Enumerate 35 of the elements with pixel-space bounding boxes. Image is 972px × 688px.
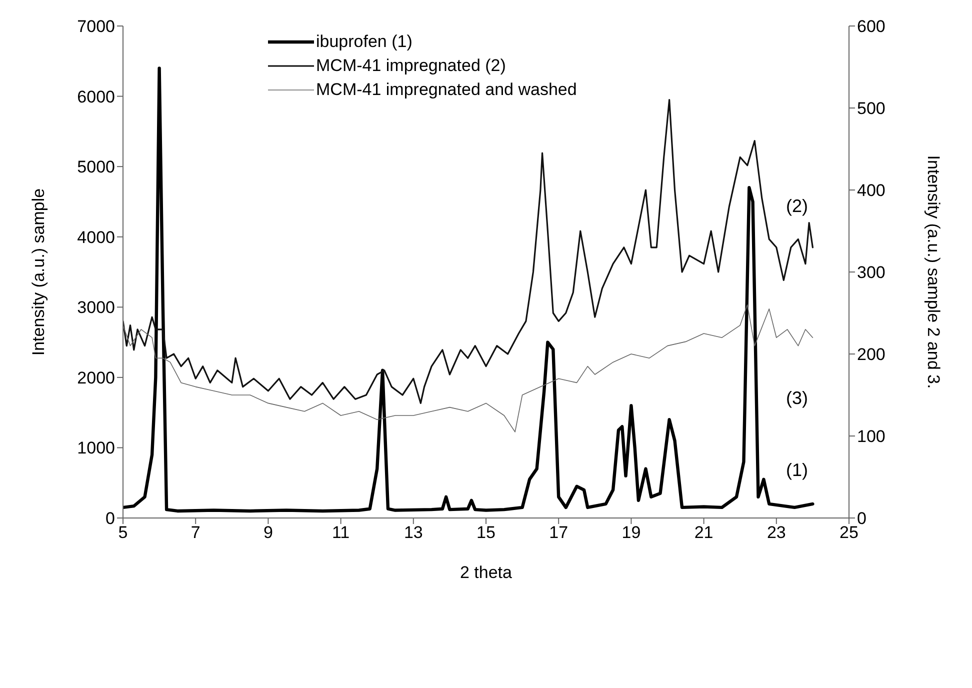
x-tick-label: 25 [840,523,858,542]
y-tick-label: 2000 [77,368,115,388]
x-tick-label: 15 [476,523,496,542]
annotation: (1) [786,460,808,481]
y-tick-label: 4000 [77,228,115,247]
x-tick-label: 9 [263,523,273,542]
x-tick-label: 19 [622,523,641,542]
y2-tick-label: 400 [857,181,886,200]
y2-tick-label: 200 [857,345,886,364]
x-tick-label: 5 [118,523,128,542]
legend-label: MCM-41 impregnated and washed [316,79,577,101]
y-tick-label: 1000 [77,438,115,458]
x-tick-label: 23 [766,523,786,542]
y2-tick-label: 600 [857,17,886,36]
x-tick-label: 21 [694,523,714,542]
y2-tick-label: 300 [857,263,886,282]
annotation: (2) [786,196,808,217]
y-tick-label: 7000 [77,17,115,36]
y-tick-label: 3000 [77,298,115,318]
x-tick-label: 13 [404,523,423,542]
y-axis-title: Intensity (a.u.) sample [29,188,48,356]
y-tick-label: 5000 [77,158,115,177]
y-tick-label: 6000 [77,87,115,106]
x-tick-label: 17 [549,523,568,542]
annotation: (3) [786,388,808,409]
y-tick-label: 0 [106,509,115,528]
y2-tick-label: 500 [857,99,886,118]
x-tick-label: 11 [332,523,350,542]
legend-label: ibuprofen (1) [316,31,412,53]
x-tick-label: 7 [190,523,200,542]
y2-tick-label: 0 [857,509,866,528]
legend-label: MCM-41 impregnated (2) [316,55,506,77]
x-axis-title: 2 theta [460,563,513,582]
y2-axis-title: Intensity (a.u.) sample 2 and 3. [924,155,943,389]
y2-tick-label: 100 [857,427,886,446]
